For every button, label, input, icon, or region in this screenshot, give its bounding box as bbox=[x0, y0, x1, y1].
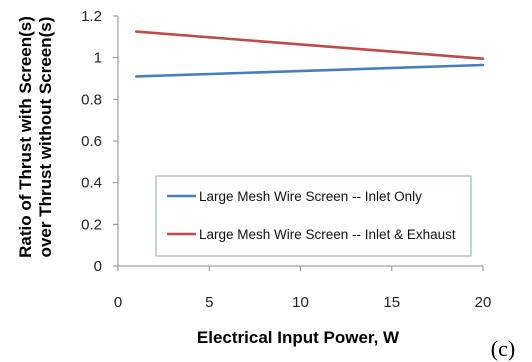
y-axis-title-line-2: over Thrust without Screen(s) bbox=[36, 17, 55, 258]
y-axis-title-line-1: Ratio of Thrust with Screen(s) bbox=[16, 16, 35, 258]
x-tick-label: 0 bbox=[114, 294, 122, 311]
x-axis-ticks: 0 5 10 15 20 bbox=[114, 266, 492, 311]
legend-label-2: Large Mesh Wire Screen -- Inlet & Exhaus… bbox=[199, 227, 456, 242]
x-tick-label: 15 bbox=[383, 294, 400, 311]
y-tick-label: 0.6 bbox=[81, 133, 102, 150]
legend-label-1: Large Mesh Wire Screen -- Inlet Only bbox=[199, 189, 422, 204]
series-line-1 bbox=[135, 63, 485, 78]
x-axis-title: Electrical Input Power, W bbox=[197, 328, 400, 347]
x-tick-label: 20 bbox=[475, 294, 492, 311]
chart-marks bbox=[135, 30, 485, 78]
y-tick-label: 1 bbox=[94, 50, 102, 67]
legend-box bbox=[155, 175, 472, 257]
y-tick-label: 1.2 bbox=[81, 8, 102, 25]
panel-label: (c) bbox=[491, 336, 515, 361]
y-tick-label: 0.2 bbox=[81, 216, 102, 233]
y-axis-ticks: 0 0.2 0.4 0.6 0.8 1 1.2 bbox=[81, 8, 118, 275]
series-line-2 bbox=[135, 30, 485, 61]
y-tick-label: 0.4 bbox=[81, 175, 102, 192]
x-tick-label: 5 bbox=[205, 294, 213, 311]
y-axis-title: Ratio of Thrust with Screen(s) over Thrus… bbox=[16, 16, 55, 258]
legend: Large Mesh Wire Screen -- Inlet Only Larg… bbox=[155, 175, 472, 257]
x-tick-label: 10 bbox=[292, 294, 309, 311]
y-tick-label: 0 bbox=[94, 258, 102, 275]
y-tick-label: 0.8 bbox=[81, 91, 102, 108]
